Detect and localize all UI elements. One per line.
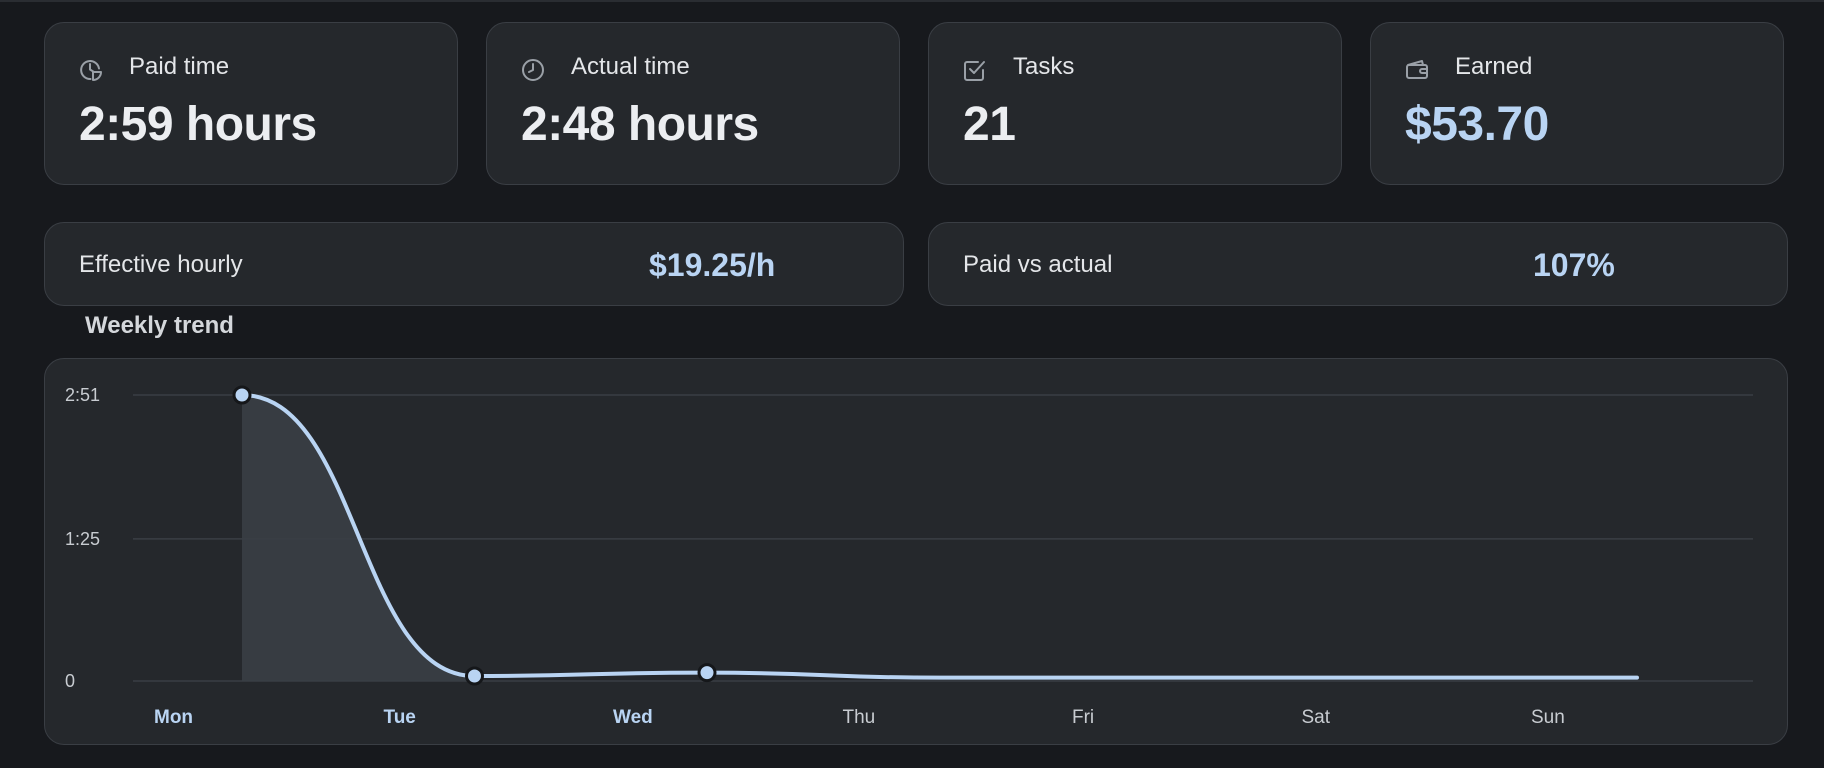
clock-icon bbox=[519, 56, 547, 84]
data-point bbox=[232, 385, 252, 405]
stat-card-paid-time: Paid time 2:59 hours bbox=[44, 22, 458, 185]
metric-card-paid-vs-actual: Paid vs actual 107% bbox=[928, 222, 1788, 306]
stat-card-actual-time: Actual time 2:48 hours bbox=[486, 22, 900, 185]
data-point bbox=[697, 663, 717, 683]
stat-header: Earned bbox=[1403, 49, 1532, 85]
data-point bbox=[465, 666, 484, 686]
stat-label: Earned bbox=[1455, 53, 1533, 80]
stat-value: 2:59 hours bbox=[79, 98, 317, 151]
x-tick-label: Tue bbox=[384, 707, 416, 728]
metric-value: 107% bbox=[1533, 247, 1615, 283]
y-tick-label: 0 bbox=[65, 671, 75, 691]
stat-card-earned: Earned $53.70 bbox=[1370, 22, 1784, 185]
clock-pie-icon bbox=[77, 56, 105, 84]
stat-label: Tasks bbox=[1013, 53, 1075, 80]
stat-value: $53.70 bbox=[1405, 98, 1549, 151]
series-line bbox=[240, 393, 1639, 680]
x-tick-label: Wed bbox=[613, 707, 653, 728]
stat-value: 2:48 hours bbox=[521, 98, 759, 151]
metric-card-effective-hourly: Effective hourly $19.25/h bbox=[44, 222, 904, 306]
x-tick-label: Thu bbox=[843, 707, 876, 728]
stat-header: Tasks bbox=[961, 49, 1074, 85]
stat-label: Actual time bbox=[571, 53, 690, 80]
stat-header: Actual time bbox=[519, 49, 690, 85]
y-tick-label: 1:25 bbox=[65, 529, 100, 549]
section-title: Weekly trend bbox=[85, 312, 234, 339]
metric-label: Paid vs actual bbox=[963, 251, 1113, 278]
x-tick-label: Sat bbox=[1302, 707, 1331, 728]
stat-value: 21 bbox=[963, 98, 1016, 151]
x-tick-label: Fri bbox=[1072, 707, 1094, 728]
y-tick-label: 2:51 bbox=[65, 385, 100, 405]
top-divider bbox=[0, 0, 1824, 2]
stat-card-tasks: Tasks 21 bbox=[928, 22, 1342, 185]
x-tick-label: Mon bbox=[154, 707, 193, 728]
metric-label: Effective hourly bbox=[79, 251, 243, 278]
x-tick-label: Sun bbox=[1531, 707, 1565, 728]
metric-value: $19.25/h bbox=[649, 247, 776, 283]
checkbox-icon bbox=[961, 56, 989, 84]
stat-label: Paid time bbox=[129, 53, 230, 80]
chart-svg: 2:51 1:25 0 Mon Tue Wed Thu Fri Sat Sun bbox=[65, 385, 1753, 728]
wallet-icon bbox=[1403, 56, 1431, 84]
stat-header: Paid time bbox=[77, 49, 229, 85]
weekly-trend-chart: 2:51 1:25 0 Mon Tue Wed Thu Fri Sat Sun bbox=[44, 358, 1788, 745]
